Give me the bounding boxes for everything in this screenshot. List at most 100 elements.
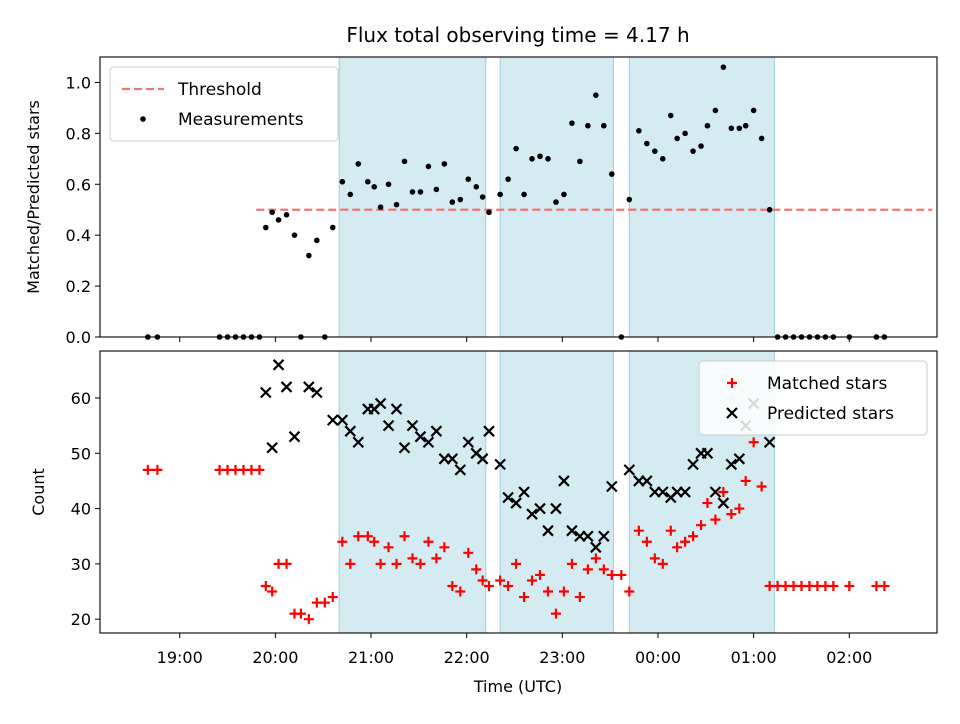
data-point: [545, 156, 551, 162]
data-point: [415, 558, 426, 569]
data-point: [503, 581, 514, 591]
data-point: [455, 586, 466, 597]
data-point: [269, 209, 275, 216]
data-point: [582, 530, 594, 543]
data-point: [347, 191, 354, 198]
data-point: [439, 542, 450, 553]
data-point: [511, 558, 522, 569]
data-point: [483, 425, 495, 437]
data-point: [598, 564, 609, 575]
data-point: [593, 92, 599, 98]
data-point: [558, 475, 570, 487]
data-point: [569, 120, 575, 126]
data-point: [339, 178, 346, 185]
data-point: [641, 475, 653, 487]
data-point: [390, 403, 403, 415]
data-point: [281, 558, 292, 569]
data-point: [401, 158, 408, 165]
data-point: [306, 252, 312, 259]
data-point: [598, 530, 610, 543]
data-point: [672, 542, 683, 553]
data-point: [696, 520, 707, 531]
data-point: [566, 558, 577, 569]
data-point: [542, 524, 554, 537]
data-point: [740, 475, 751, 486]
data-point: [476, 453, 489, 465]
data-point: [717, 497, 730, 509]
data-point: [447, 581, 458, 591]
data-point: [641, 536, 652, 547]
y-tick-label: 0.4: [66, 226, 91, 245]
chart-title: Flux total observing time = 4.17 h: [346, 23, 689, 47]
legend-label: Predicted stars: [767, 404, 894, 424]
data-point: [326, 414, 339, 426]
x-tick-label: 21:00: [348, 648, 394, 667]
data-point: [728, 125, 735, 132]
data-point: [537, 153, 543, 160]
data-point: [502, 491, 514, 504]
y-axis-label-top: Matched/Predicted stars: [24, 100, 43, 294]
y-tick-label: 50: [71, 444, 91, 463]
data-point: [679, 486, 691, 498]
x-tick-label: 02:00: [826, 648, 872, 667]
data-point: [337, 536, 348, 547]
observing-window-1: [338, 350, 487, 634]
y-tick-label: 1.0: [66, 73, 91, 92]
legend-label: Measurements: [178, 110, 304, 130]
data-point: [375, 558, 386, 569]
data-point: [526, 508, 538, 520]
data-point: [605, 480, 618, 493]
data-point: [142, 464, 153, 475]
data-point: [319, 597, 330, 608]
data-point: [574, 592, 585, 603]
data-point: [553, 199, 559, 205]
y-axis-label-bottom: Count: [29, 468, 48, 516]
data-point: [406, 419, 419, 432]
data-point: [657, 558, 668, 569]
data-point: [505, 176, 511, 182]
data-point: [518, 486, 530, 498]
data-point: [733, 453, 746, 465]
legend: Threshold Measurements: [109, 66, 339, 142]
data-point: [726, 509, 737, 520]
data-point: [494, 458, 506, 471]
observing-window-2: [499, 350, 614, 634]
data-point: [734, 503, 745, 514]
data-point: [254, 464, 265, 475]
data-point: [449, 199, 456, 205]
data-point: [718, 487, 729, 497]
x-axis-label: Time (UTC): [473, 677, 562, 696]
x-tick-label: 23:00: [539, 648, 585, 667]
data-point: [280, 381, 293, 393]
legend-dot-icon: [140, 116, 146, 122]
data-point: [327, 592, 338, 603]
data-point: [513, 145, 519, 152]
data-point: [314, 237, 320, 244]
data-point: [698, 143, 704, 149]
data-point: [652, 148, 658, 154]
data-point: [288, 430, 301, 443]
data-point: [644, 140, 650, 147]
data-point: [362, 531, 373, 542]
data-point: [311, 386, 323, 399]
data-point: [417, 189, 424, 195]
data-point: [600, 122, 607, 129]
data-point: [486, 209, 492, 216]
data-point: [369, 536, 380, 547]
data-point: [473, 184, 480, 190]
data-point: [542, 586, 553, 597]
data-point: [374, 397, 387, 410]
data-point: [355, 161, 362, 167]
data-point: [657, 486, 669, 498]
y-tick-label: 0.0: [66, 328, 91, 347]
data-point: [763, 436, 776, 449]
data-point: [382, 419, 395, 432]
legend-x-icon: [726, 407, 738, 419]
data-point: [497, 191, 503, 198]
data-point: [465, 176, 472, 182]
data-point: [529, 156, 535, 162]
data-point: [665, 525, 676, 536]
data-point: [636, 128, 642, 134]
y-tick-label: 30: [71, 555, 91, 574]
